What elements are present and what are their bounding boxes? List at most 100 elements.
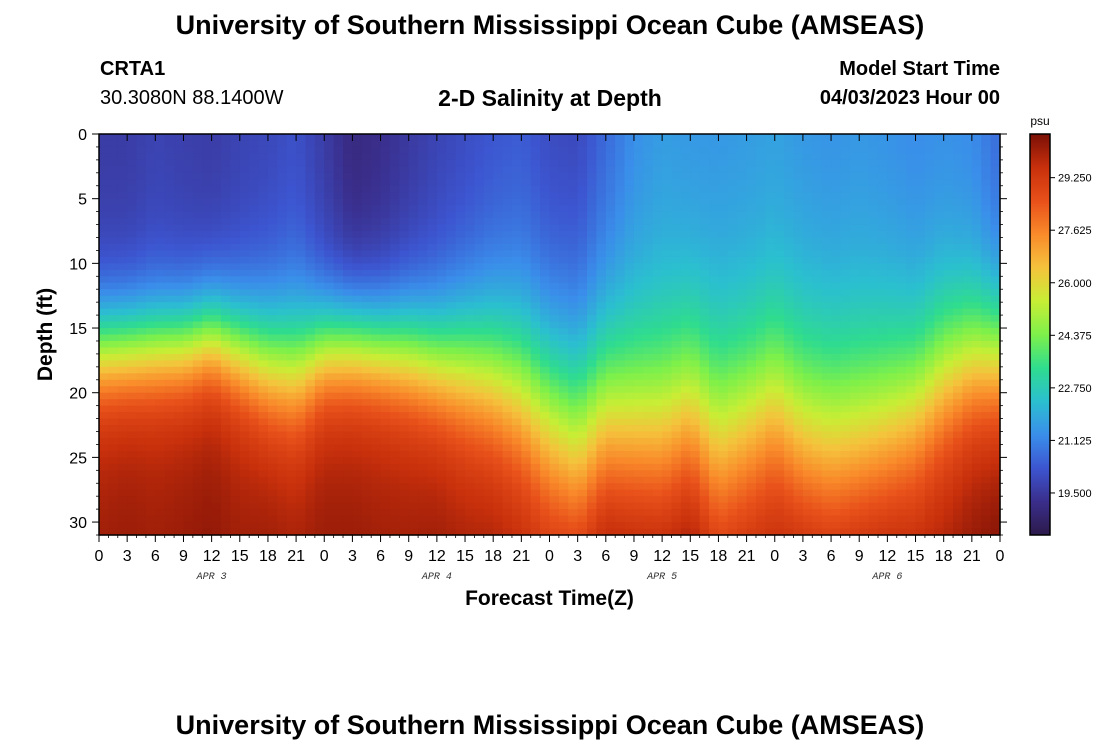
heatmap-cell [418,153,429,161]
heatmap-cell [239,256,250,264]
heatmap-cell [267,418,278,426]
heatmap-cell [652,276,663,284]
heatmap-cell [624,528,635,536]
heatmap-cell [230,282,241,290]
heatmap-cell [474,360,485,368]
heatmap-cell [746,218,757,226]
heatmap-cell [183,250,194,258]
heatmap-cell [812,463,823,471]
heatmap-cell [380,328,391,336]
heatmap-cell [286,302,297,310]
heatmap-cell [117,444,128,452]
heatmap-cell [802,224,813,232]
heatmap-cell [624,476,635,484]
heatmap-cell [202,256,213,264]
heatmap-cell [324,528,335,536]
heatmap-cell [446,243,457,252]
heatmap-cell [164,192,175,200]
heatmap-cell [314,437,325,446]
heatmap-cell [718,224,729,232]
heatmap-cell [709,399,720,407]
heatmap-cell [239,334,250,342]
heatmap-cell [812,256,823,264]
heatmap-cell [605,250,616,258]
heatmap-cell [643,334,654,342]
heatmap-cell [624,295,635,303]
heatmap-cell [99,321,109,329]
heatmap-cell [802,185,813,193]
heatmap-cell [737,450,748,458]
heatmap-cell [324,463,335,471]
heatmap-cell [568,431,579,439]
heatmap-cell [136,463,147,471]
heatmap-cell [389,276,400,284]
heatmap-cell [812,315,823,323]
heatmap-cell [136,347,147,355]
heatmap-cell [258,198,269,206]
heatmap-cell [652,295,663,303]
heatmap-cell [211,231,222,239]
heatmap-cell [117,425,128,433]
heatmap-cell [192,250,203,258]
heatmap-cell [380,282,391,290]
heatmap-cell [530,159,541,167]
heatmap-cell [361,237,372,245]
heatmap-cell [699,496,710,504]
heatmap-cell [305,334,316,342]
heatmap-cell [446,431,457,439]
heatmap-cell [145,166,156,174]
heatmap-cell [455,425,466,433]
heatmap-cell [267,457,278,465]
heatmap-cell [183,379,194,387]
heatmap-cell [802,218,813,226]
heatmap-cell [774,315,785,323]
heatmap-cell [371,412,382,420]
heatmap-cell [371,263,382,271]
heatmap-cell [286,166,297,174]
heatmap-cell [389,295,400,303]
heatmap-cell [671,528,682,536]
heatmap-cell [643,218,654,226]
heatmap-cell [699,412,710,420]
heatmap-cell [127,489,138,497]
heatmap-cell [511,431,522,439]
heatmap-cell [680,134,691,142]
heatmap-cell [174,153,185,161]
heatmap-cell [840,483,851,491]
heatmap-cell [709,256,720,264]
heatmap-cell [221,412,231,420]
heatmap-cell [136,315,147,323]
heatmap-cell [286,256,297,264]
heatmap-cell [164,386,175,394]
heatmap-cell [211,515,222,523]
heatmap-cell [493,489,504,497]
heatmap-cell [127,353,138,361]
heatmap-cell [408,315,419,323]
heatmap-cell [230,334,241,342]
heatmap-cell [192,276,203,284]
heatmap-cell [145,412,156,420]
heatmap-cell [568,276,579,284]
heatmap-cell [99,328,109,336]
heatmap-cell [361,198,372,206]
heatmap-cell [183,502,194,510]
heatmap-cell [108,263,119,271]
heatmap-cell [615,153,626,161]
heatmap-cell [296,134,307,142]
heatmap-cell [436,289,447,297]
heatmap-cell [483,328,494,336]
heatmap-cell [521,509,532,517]
heatmap-cell [530,263,541,271]
heatmap-cell [277,360,288,368]
heatmap-cell [418,134,429,142]
heatmap-cell [690,315,701,323]
heatmap-cell [211,470,222,478]
heatmap-cell [277,399,288,407]
heatmap-cell [202,476,213,484]
heatmap-cell [192,237,203,245]
heatmap-cell [267,179,278,187]
heatmap-cell [446,263,457,271]
heatmap-cell [812,185,823,193]
heatmap-cell [643,373,654,381]
heatmap-cell [474,282,485,290]
